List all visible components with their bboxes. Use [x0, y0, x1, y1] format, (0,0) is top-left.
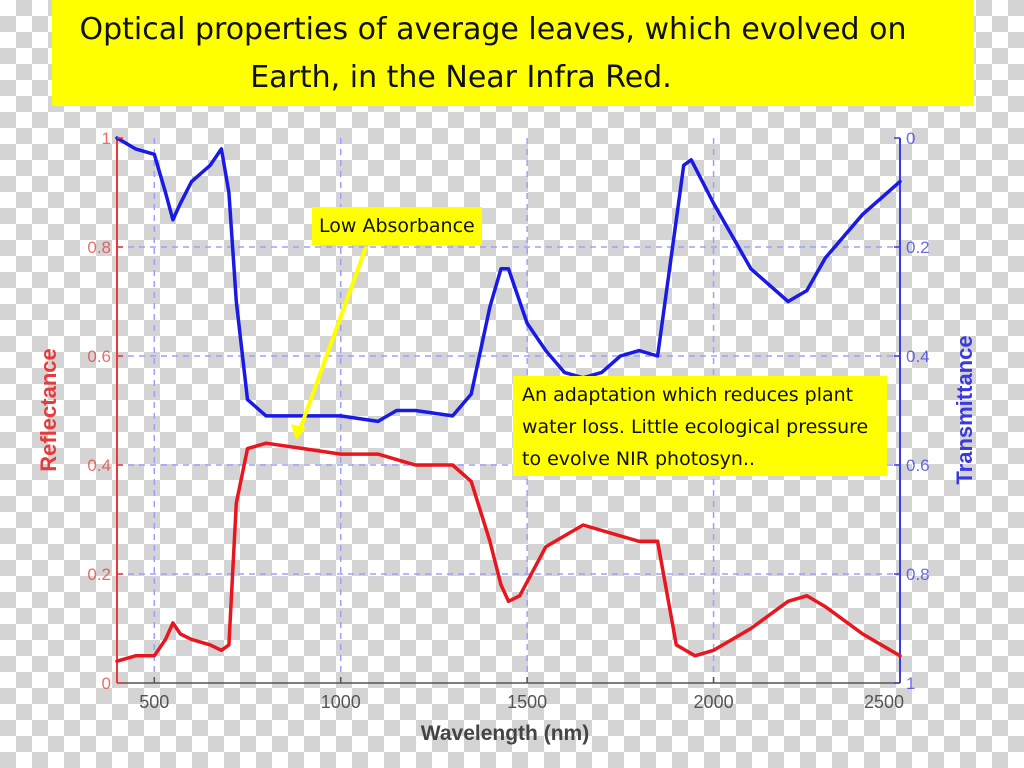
y-right-tick-label: 0	[906, 129, 915, 148]
y-right-tick-label: 1	[906, 674, 915, 693]
tick-layer: 500 1000 1500 2000 2500 0 0.2 0.4 0.6 0.8 1 0 0.2 0.4…	[87, 129, 929, 712]
y-right-tick-label: 0.2	[906, 238, 930, 257]
y-left-tick-label: 0.4	[87, 456, 111, 475]
series-layer	[115, 136, 902, 663]
y-left-tick-label: 0	[102, 674, 111, 693]
x-tick-label: 500	[139, 692, 169, 712]
y-right-tick-label: 0.4	[906, 347, 930, 366]
adaptation-callout: An adaptation which reduces plant water …	[513, 376, 887, 476]
axis-layer	[116, 138, 901, 684]
y-right-tick-label: 0.8	[906, 565, 930, 584]
x-tick-label: 1500	[507, 692, 547, 712]
annotation-arrow	[297, 246, 368, 433]
annotation-arrow-head	[291, 424, 306, 440]
y-left-tick-label: 1	[102, 129, 111, 148]
x-axis-label: Wavelength (nm)	[421, 722, 589, 745]
low-absorbance-callout: Low Absorbance	[312, 207, 482, 245]
title-banner: Optical properties of average leaves, wh…	[52, 0, 974, 106]
series-line-transmittance	[115, 136, 902, 424]
y-left-tick-label: 0.8	[87, 238, 111, 257]
title-line-1: Optical properties of average leaves, wh…	[79, 12, 907, 47]
x-tick-label: 2500	[864, 692, 904, 712]
y-left-tick-label: 0.6	[87, 347, 111, 366]
y-axis-right-label: Transmittance	[952, 335, 977, 484]
y-axis-left-label: Reflectance	[36, 348, 61, 472]
series-line-reflectance	[115, 441, 902, 663]
title-line-2: Earth, in the Near Infra Red.	[250, 60, 672, 95]
x-tick-label: 1000	[321, 692, 361, 712]
y-left-tick-label: 0.2	[87, 565, 111, 584]
y-right-tick-label: 0.6	[906, 456, 930, 475]
x-tick-label: 2000	[694, 692, 734, 712]
